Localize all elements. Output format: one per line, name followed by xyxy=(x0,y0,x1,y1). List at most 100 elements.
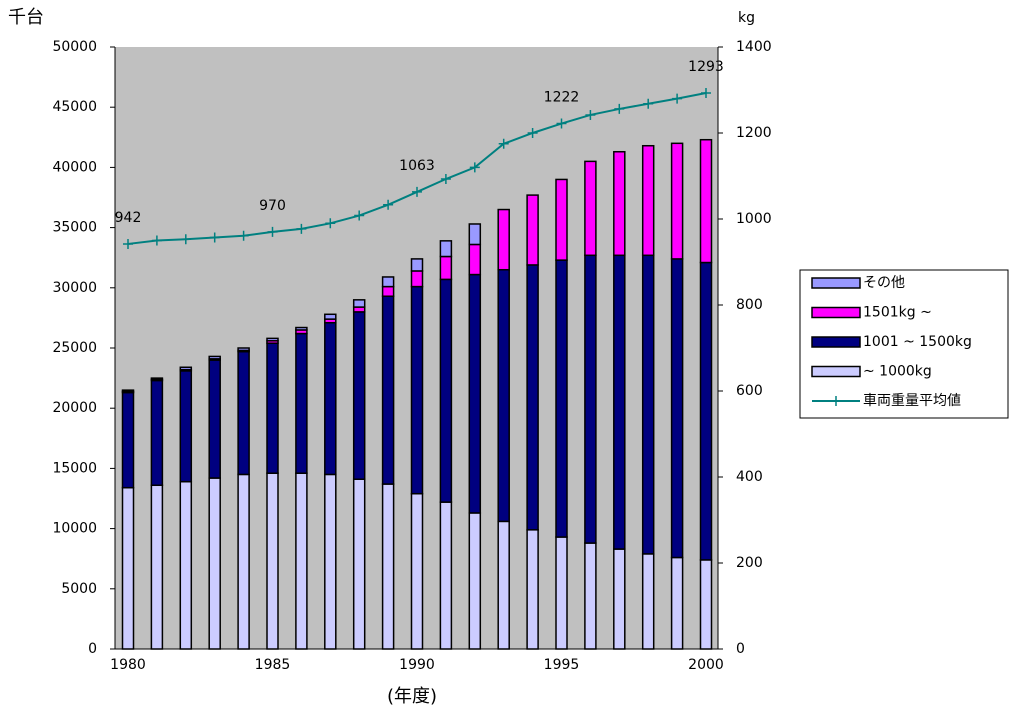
bar-segment xyxy=(410,258,424,272)
legend-label: 車両重量平均値 xyxy=(863,392,961,409)
bar-segment xyxy=(208,359,221,479)
y2-tick-label: 800 xyxy=(736,297,763,313)
bar-segment xyxy=(266,472,279,650)
x-tick-label: 1985 xyxy=(255,657,291,673)
bar-segment xyxy=(150,484,164,650)
y2-tick-label: 1400 xyxy=(736,39,772,55)
legend-swatch xyxy=(811,306,861,319)
line-marker xyxy=(585,109,596,120)
bar-segment xyxy=(670,142,684,260)
y2-axis-title: kg xyxy=(738,10,755,26)
line-marker xyxy=(325,218,336,229)
data-label: 1293 xyxy=(688,59,724,75)
bar-segment xyxy=(237,347,250,352)
bar-segment xyxy=(641,144,655,257)
y-tick-label: 35000 xyxy=(52,220,97,236)
bar-segment xyxy=(670,258,684,559)
legend-swatch xyxy=(811,365,861,378)
bar-segment xyxy=(381,276,395,288)
line-marker xyxy=(354,210,365,221)
x-tick-label: 2000 xyxy=(688,657,724,673)
y-tick-label: 45000 xyxy=(52,99,97,115)
x-tick-label: 1995 xyxy=(544,657,580,673)
bar-segment xyxy=(381,295,395,485)
y2-tick-label: 1200 xyxy=(736,125,772,141)
y2-tick-label: 1000 xyxy=(736,211,772,227)
bar-segment xyxy=(208,477,221,650)
bar-segment xyxy=(641,254,655,555)
line-marker xyxy=(556,118,567,129)
line-marker xyxy=(180,234,191,245)
bar-segment xyxy=(468,223,482,246)
bar-segment xyxy=(439,255,453,281)
line-marker xyxy=(383,199,394,210)
bar-segment xyxy=(699,138,713,264)
bar-segment xyxy=(497,208,510,271)
bar-segment xyxy=(699,559,713,650)
y-tick-label: 15000 xyxy=(52,460,97,476)
legend-label: ~ 1000kg xyxy=(863,364,932,380)
line-marker xyxy=(123,238,133,249)
line-marker xyxy=(614,103,625,114)
line-marker xyxy=(238,230,249,241)
bar-segment xyxy=(410,492,424,650)
y-tick-label: 50000 xyxy=(52,39,97,55)
data-label: 942 xyxy=(115,210,142,226)
y-tick-label: 0 xyxy=(88,641,97,657)
y-axis-title: 千台 xyxy=(8,7,44,28)
line-marker xyxy=(469,162,480,173)
legend-swatch xyxy=(811,277,861,289)
bar-segment xyxy=(121,391,135,489)
bar-segment xyxy=(526,264,539,531)
bar-segment xyxy=(670,556,684,650)
bar-segment xyxy=(497,520,510,650)
legend-label: 1001 ~ 1500kg xyxy=(863,334,972,350)
x-axis-title: (年度) xyxy=(387,686,437,707)
legend-label: その他 xyxy=(863,275,905,291)
bar-segment xyxy=(439,501,453,650)
bar-segment xyxy=(324,313,337,320)
y2-tick-label: 600 xyxy=(736,383,763,399)
x-tick-label: 1990 xyxy=(399,657,435,673)
line-marker xyxy=(701,88,711,99)
bar-segment xyxy=(352,311,366,480)
bar-segment xyxy=(555,536,568,650)
y2-tick-label: 400 xyxy=(736,469,763,485)
data-label: 1222 xyxy=(544,90,580,106)
bar-segment xyxy=(324,321,337,476)
bar-segment xyxy=(266,342,279,474)
bar-segment xyxy=(208,355,221,360)
bar-segment xyxy=(266,337,279,342)
bar-segment xyxy=(352,478,366,650)
bar-segment xyxy=(237,350,250,476)
line-marker xyxy=(498,138,509,149)
bar-segment xyxy=(295,332,308,474)
bar-segment xyxy=(497,268,510,523)
bar-segment xyxy=(150,379,164,487)
legend-marker xyxy=(831,396,841,406)
line-marker xyxy=(527,128,538,138)
bar-segment xyxy=(237,473,250,650)
legend-swatch xyxy=(811,336,861,348)
line-marker xyxy=(440,174,451,185)
bar-segment xyxy=(555,259,568,538)
bar-segment xyxy=(613,254,626,550)
bar-segment xyxy=(584,542,597,650)
bar-segment xyxy=(410,270,424,288)
y-tick-label: 25000 xyxy=(52,340,97,356)
bar-segment xyxy=(613,150,626,257)
bar-segment xyxy=(381,285,395,297)
bar-segment xyxy=(179,366,193,371)
bar-segment xyxy=(295,472,308,650)
y-tick-label: 40000 xyxy=(52,159,97,175)
x-tick-label: 1980 xyxy=(110,657,146,673)
bar-segment xyxy=(179,480,193,650)
bar-segment xyxy=(613,548,626,650)
y-tick-label: 30000 xyxy=(52,280,97,296)
line-marker xyxy=(296,223,307,234)
bar-segment xyxy=(150,377,164,381)
line-marker xyxy=(267,226,278,237)
bar-segment xyxy=(439,278,453,503)
bar-segment xyxy=(352,299,366,308)
bar-segment xyxy=(439,240,453,258)
